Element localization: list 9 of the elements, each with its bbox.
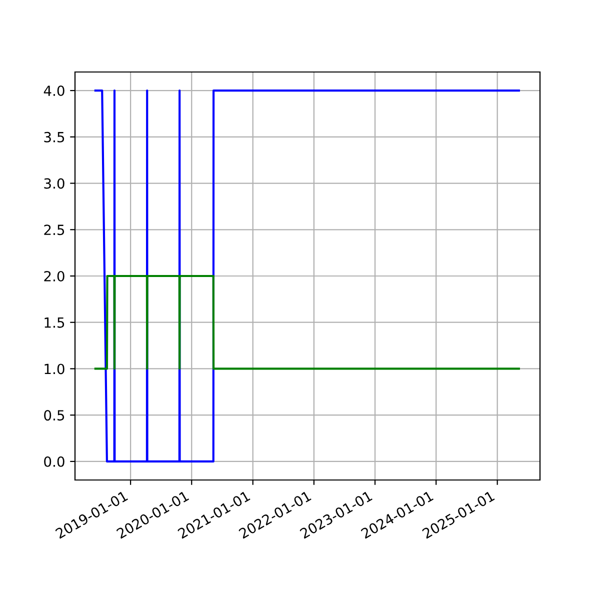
y-tick-label: 1.5 (44, 318, 64, 328)
y-tick-label: 0.0 (44, 456, 64, 467)
y-tick-label: 3.0 (44, 178, 64, 189)
y-tick-label: 3.5 (44, 132, 64, 142)
y-tick-label: 2.5 (44, 224, 64, 236)
y-tick-label: 4.0 (44, 86, 64, 96)
y-tick-label: 0.5 (44, 410, 64, 421)
y-tick-label: 1.0 (44, 364, 64, 374)
y-tick-label: 2.0 (44, 270, 64, 282)
